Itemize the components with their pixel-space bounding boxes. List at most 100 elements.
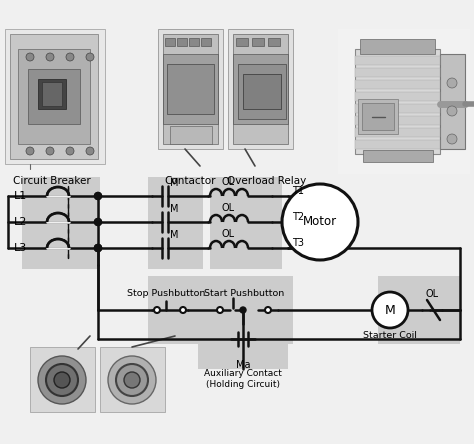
Bar <box>38 79 66 109</box>
Bar <box>358 99 398 134</box>
Circle shape <box>66 53 74 61</box>
Bar <box>189 38 199 46</box>
Text: Start Pushbutton: Start Pushbutton <box>204 289 284 298</box>
Circle shape <box>108 356 156 404</box>
Bar <box>42 82 62 106</box>
Text: Stop Pushbutton: Stop Pushbutton <box>127 289 205 298</box>
Circle shape <box>94 218 101 226</box>
Circle shape <box>217 307 223 313</box>
Bar <box>30 347 95 412</box>
Bar <box>18 49 90 144</box>
Bar <box>243 74 281 109</box>
Circle shape <box>372 292 408 328</box>
Text: Auxiliary Contact
(Holding Circuit): Auxiliary Contact (Holding Circuit) <box>204 369 282 388</box>
Bar <box>355 116 440 125</box>
Circle shape <box>94 245 101 251</box>
Circle shape <box>46 53 54 61</box>
Bar <box>148 177 203 269</box>
Bar <box>167 64 214 114</box>
Circle shape <box>94 193 101 199</box>
Circle shape <box>86 53 94 61</box>
Text: OL: OL <box>426 289 438 299</box>
Circle shape <box>124 372 140 388</box>
Bar <box>238 64 286 119</box>
Bar <box>158 29 223 149</box>
Text: M: M <box>170 230 178 240</box>
Bar <box>355 80 440 89</box>
Bar <box>163 34 218 144</box>
Bar <box>355 104 440 113</box>
Bar <box>252 38 264 46</box>
Bar <box>198 324 288 369</box>
Bar <box>378 276 460 344</box>
Bar <box>148 276 293 344</box>
Text: OL: OL <box>221 229 235 239</box>
Bar <box>10 34 98 159</box>
Circle shape <box>265 307 271 313</box>
Text: Motor: Motor <box>303 215 337 229</box>
Text: L3: L3 <box>14 243 27 253</box>
Bar <box>170 126 212 144</box>
Bar <box>22 177 100 269</box>
Bar <box>268 38 280 46</box>
Text: T3: T3 <box>292 238 304 248</box>
Text: T1: T1 <box>292 186 304 196</box>
Text: Contactor: Contactor <box>164 176 216 186</box>
Bar <box>233 34 288 144</box>
Bar <box>355 49 440 154</box>
Bar <box>233 54 288 124</box>
Text: OL: OL <box>221 177 235 187</box>
Circle shape <box>447 134 457 144</box>
Bar <box>440 54 465 149</box>
Text: L2: L2 <box>14 217 27 227</box>
Circle shape <box>240 307 246 313</box>
Circle shape <box>94 245 101 251</box>
Bar <box>28 69 80 124</box>
Bar <box>362 103 394 130</box>
Text: Overload Relay: Overload Relay <box>228 176 307 186</box>
Bar <box>338 29 470 174</box>
Text: M: M <box>170 178 178 188</box>
Text: T2: T2 <box>292 212 304 222</box>
Circle shape <box>38 356 86 404</box>
Bar <box>355 68 440 77</box>
Circle shape <box>180 307 186 313</box>
Bar <box>355 128 440 137</box>
Circle shape <box>26 53 34 61</box>
Bar <box>355 92 440 101</box>
Bar <box>165 38 175 46</box>
Circle shape <box>54 372 70 388</box>
Bar <box>228 29 293 149</box>
Circle shape <box>46 147 54 155</box>
Circle shape <box>94 218 101 226</box>
Bar <box>360 39 435 54</box>
Bar <box>355 140 440 149</box>
Text: M: M <box>170 204 178 214</box>
Bar <box>177 38 187 46</box>
Circle shape <box>447 78 457 88</box>
Text: M: M <box>384 304 395 317</box>
Circle shape <box>447 106 457 116</box>
Circle shape <box>46 364 78 396</box>
Bar <box>355 56 440 65</box>
Circle shape <box>154 307 160 313</box>
Circle shape <box>26 147 34 155</box>
Circle shape <box>86 147 94 155</box>
Bar <box>363 150 433 162</box>
Bar <box>100 347 165 412</box>
Text: OL: OL <box>221 203 235 213</box>
Text: L1: L1 <box>14 191 27 201</box>
Circle shape <box>94 245 101 251</box>
Text: Circuit Breaker: Circuit Breaker <box>13 176 91 186</box>
Bar <box>163 54 218 124</box>
Circle shape <box>94 193 101 199</box>
Bar <box>210 177 282 269</box>
Text: Starter Coil: Starter Coil <box>363 332 417 341</box>
Bar <box>236 38 248 46</box>
Bar <box>5 29 105 164</box>
Circle shape <box>66 147 74 155</box>
Text: Ma: Ma <box>236 360 250 370</box>
Circle shape <box>116 364 148 396</box>
Bar <box>201 38 211 46</box>
Circle shape <box>282 184 358 260</box>
